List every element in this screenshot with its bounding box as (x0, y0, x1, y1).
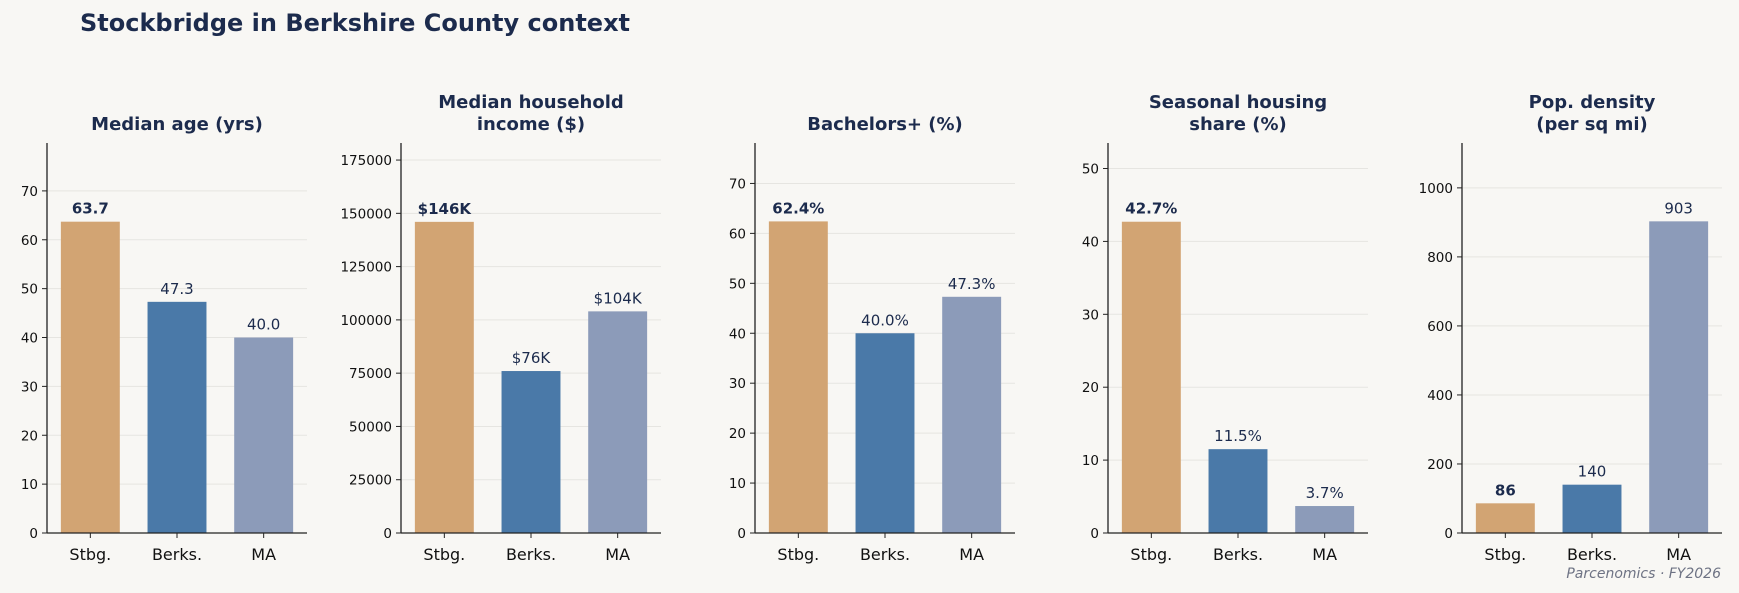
data-label: 40.0 (247, 316, 280, 334)
x-tick-label: MA (1666, 545, 1691, 564)
bar-berks (1562, 484, 1622, 533)
y-tick-label: 100000 (340, 313, 392, 329)
x-tick-label: MA (959, 545, 984, 564)
y-tick-label: 800 (1427, 250, 1453, 266)
y-tick-label: 125000 (340, 260, 392, 276)
x-tick-label: Stbg. (777, 545, 819, 564)
bar-ma (234, 337, 294, 533)
x-tick-label: MA (1312, 545, 1337, 564)
y-tick-label: 0 (1090, 526, 1099, 542)
y-tick-label: 10 (21, 477, 38, 493)
panel-title: Seasonal housing (1149, 92, 1327, 113)
bar-stbg (60, 221, 120, 533)
panel-title: Bachelors+ (%) (807, 114, 963, 135)
y-tick-label: 0 (383, 526, 392, 542)
y-tick-label: 30 (21, 379, 38, 395)
panel-title: Median household (438, 92, 624, 113)
panel-title: Median age (yrs) (91, 114, 263, 135)
y-tick-label: 10 (729, 476, 746, 492)
bar-ma (942, 296, 1002, 533)
bar-stbg (1121, 221, 1181, 533)
chart-panel-1: 63.7 Stbg. 47.3 Berks. 40.0 MA 0 10 20 30 40 50 60 70… (21, 114, 307, 564)
y-tick-label: 175000 (340, 153, 392, 169)
bar-stbg (414, 221, 474, 533)
panel-title: Pop. density (1529, 92, 1656, 113)
chart-panel-3: 62.4% Stbg. 40.0% Berks. 47.3% MA 0 10 20 30 40 50 6… (729, 114, 1015, 564)
y-tick-label: 200 (1427, 457, 1453, 473)
y-tick-label: 30 (729, 376, 746, 392)
y-tick-label: 40 (729, 326, 746, 342)
y-tick-label: 50 (1082, 162, 1099, 178)
y-tick-label: 20 (21, 428, 38, 444)
x-tick-label: MA (251, 545, 276, 564)
bar-berks (1208, 449, 1268, 533)
y-tick-label: 25000 (349, 473, 392, 489)
data-label: $146K (418, 200, 473, 218)
bar-stbg (1475, 503, 1535, 533)
y-tick-label: 70 (21, 184, 38, 200)
data-label: 47.3 (160, 280, 193, 298)
x-tick-label: Berks. (152, 545, 202, 564)
y-tick-label: 30 (1082, 307, 1099, 323)
y-tick-label: 70 (729, 176, 746, 192)
data-label: 40.0% (861, 311, 909, 329)
x-tick-label: Berks. (1567, 545, 1617, 564)
y-tick-label: 10 (1082, 453, 1099, 469)
x-tick-label: Berks. (506, 545, 556, 564)
bar-ma (1295, 506, 1355, 533)
data-label: 11.5% (1214, 427, 1262, 445)
x-tick-label: MA (605, 545, 630, 564)
data-label: 140 (1578, 463, 1607, 481)
bar-berks (855, 333, 915, 533)
chart-panel-4: 42.7% Stbg. 11.5% Berks. 3.7% MA 0 10 20 30 40 50 Se… (1082, 92, 1368, 564)
credit-text: Parcenomics · FY2026 (1566, 566, 1721, 582)
data-label: 3.7% (1306, 484, 1344, 502)
bar-ma (1649, 221, 1709, 533)
data-label: 42.7% (1125, 200, 1177, 218)
y-tick-label: 50 (729, 276, 746, 292)
y-tick-label: 0 (1444, 526, 1453, 542)
data-label: 86 (1495, 481, 1516, 499)
y-tick-label: 20 (1082, 380, 1099, 396)
y-tick-label: 1000 (1419, 181, 1453, 197)
panel-title: share (%) (1189, 114, 1287, 135)
x-tick-label: Berks. (1213, 545, 1263, 564)
data-label: 47.3% (948, 275, 996, 293)
bar-ma (588, 311, 648, 533)
x-tick-label: Stbg. (1130, 545, 1172, 564)
bar-stbg (768, 221, 828, 534)
bar-berks (147, 301, 207, 533)
x-tick-label: Stbg. (423, 545, 465, 564)
y-tick-label: 40 (1082, 234, 1099, 250)
y-tick-label: 400 (1427, 388, 1453, 404)
y-tick-label: 50000 (349, 419, 392, 435)
y-tick-label: 60 (21, 233, 38, 249)
data-label: 63.7 (72, 200, 109, 218)
x-tick-label: Stbg. (1484, 545, 1526, 564)
data-label: $104K (594, 289, 643, 307)
data-label: $76K (512, 349, 552, 367)
figure-title: Stockbridge in Berkshire County context (80, 9, 631, 37)
panel-title: income ($) (477, 114, 585, 135)
y-tick-label: 60 (729, 226, 746, 242)
y-tick-label: 0 (737, 526, 746, 542)
data-label: 62.4% (772, 199, 824, 217)
chart-panel-5: 86 Stbg. 140 Berks. 903 MA 0 200 400 600 800 1000 Po… (1419, 92, 1722, 564)
chart-panel-2: $146K Stbg. $76K Berks. $104K MA 0 25000 50000 75… (340, 92, 661, 564)
x-tick-label: Berks. (860, 545, 910, 564)
y-tick-label: 75000 (349, 366, 392, 382)
x-tick-label: Stbg. (69, 545, 111, 564)
panel-title: (per sq mi) (1536, 114, 1647, 135)
y-tick-label: 600 (1427, 319, 1453, 335)
y-tick-label: 150000 (340, 206, 392, 222)
y-tick-label: 40 (21, 331, 38, 347)
y-tick-label: 20 (729, 426, 746, 442)
y-tick-label: 50 (21, 282, 38, 298)
data-label: 903 (1664, 199, 1693, 217)
y-tick-label: 0 (29, 526, 38, 542)
bar-berks (501, 371, 561, 533)
